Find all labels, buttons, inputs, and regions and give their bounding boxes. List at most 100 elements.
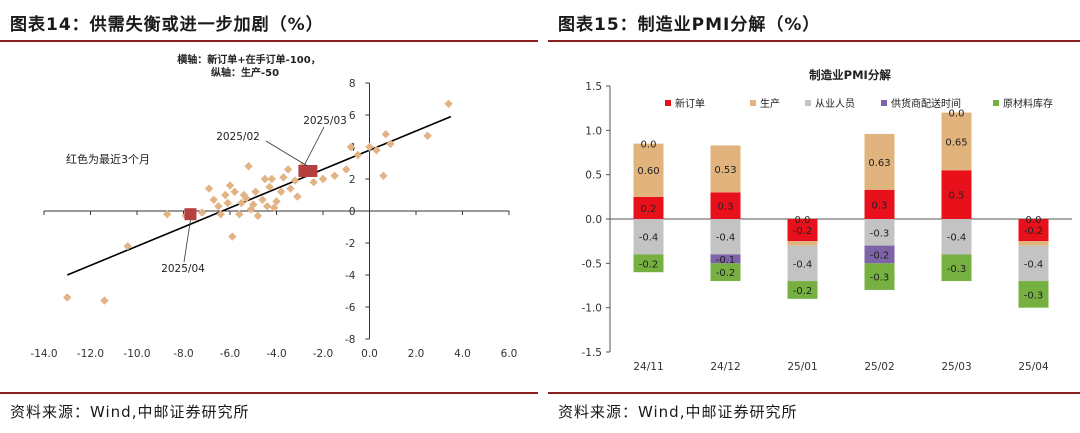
bar-segment [941,254,972,282]
bar-data-label: -0.3 [870,273,890,284]
scatter-point [342,165,351,174]
scatter-point [100,296,109,305]
scatter-point [372,146,381,155]
bar-segment [864,245,895,264]
scatter-point [330,171,339,180]
scatter-point [260,174,270,184]
bar-segment [710,219,741,255]
scatter-point [286,184,295,193]
scatter-point [214,202,223,211]
bar-segment [633,219,664,255]
x-tick-label: -8.0 [173,348,194,360]
legend-label: 从业人员 [815,98,855,110]
bar-segment [710,254,741,264]
x-category-label: 24/12 [710,361,740,373]
bar-segment [1018,281,1049,308]
x-tick-label: -2.0 [313,348,334,360]
bar-data-label: 0.0 [795,215,811,226]
x-tick-label: 4.0 [454,348,471,360]
left-figure-panel: 图表14：供需失衡或进一步加剧（%） -14.0 -12.0 -10.0 -8.0 -6… [0,0,538,433]
scatter-point [318,174,328,184]
y-tick-label: 1.0 [585,125,602,137]
scatter-point [249,200,258,209]
y-tick-label: -0.5 [582,258,603,270]
scatter-point [228,232,237,241]
recent-point [184,208,197,221]
legend-label: 新订单 [675,97,705,110]
bar-segment [787,219,818,242]
bar-segment [941,112,972,171]
scatter-point [251,187,260,196]
scatter-point [225,181,235,190]
legend-swatch [993,100,999,106]
leader-line-2025-03 [304,126,325,166]
scatter-point [163,210,172,219]
bar-data-label: -0.3 [947,264,967,275]
legend-swatch [881,100,887,106]
y-tick-label: 0.0 [585,214,602,226]
scatter-point [365,142,374,152]
left-figure-title: 图表14：供需失衡或进一步加剧（%） [10,15,324,35]
bar-data-label: -0.4 [639,233,659,244]
bar-data-label: -0.3 [870,228,890,239]
bar-data-label: 0.3 [872,200,888,211]
scatter-point [244,162,253,171]
scatter-point [223,198,232,208]
y-tick-label: 0.5 [585,170,602,182]
scatter-point [230,187,239,196]
scatter-point [221,190,230,200]
bar-segment [941,170,972,219]
scatter-point [279,173,288,182]
right-figure-panel: 图表15：制造业PMI分解（%） 制造业PMI分解 1.5 1.0 0.5 0.0 -0.… [548,0,1080,433]
bar-data-label: 0.5 [949,191,965,202]
bar-segment [941,219,972,255]
scatter-point [265,182,274,192]
scatter-point [293,192,302,201]
axis-note-line2: 纵轴：生产-50 [211,66,279,79]
bar-segment [710,263,741,282]
bar-data-label: -0.4 [716,233,736,244]
scatter-point [123,242,132,251]
scatter-point [309,178,318,187]
x-category-label: 25/03 [941,361,971,373]
bar-data-label: -0.4 [947,233,967,244]
bar-segment [710,145,741,193]
bar-segment [633,196,664,219]
right-source-text: 资料来源：Wind,中邮证券研究所 [558,403,798,421]
scatter-point [63,293,72,302]
bar-segment [710,192,741,219]
bar-data-label: -0.3 [1024,290,1044,301]
bar-data-label: -0.1 [716,255,736,266]
recent-point [305,165,318,177]
x-tick-label: -14.0 [30,348,57,360]
recent-points-note: 红色为最近3个月 [66,152,150,166]
bar-data-label: -0.2 [793,286,813,297]
bar-segment [1018,219,1049,242]
scatter-point [237,198,246,208]
scatter-point [235,210,244,219]
axis-note-line1: 横轴：新订单+在手订单-100， [177,53,320,66]
bar-data-label: 0.53 [714,165,736,176]
bar-segment [864,219,895,246]
scatter-point [263,202,272,211]
scatter-point [197,208,207,217]
trend-line [66,115,452,276]
bar-data-label: 0.3 [718,202,734,213]
bar-segment [787,241,818,246]
x-tick-label: -10.0 [123,348,150,360]
bar-data-label: 0.2 [641,204,657,215]
y-tick-label: -6 [345,302,356,314]
bar-segment [633,254,664,273]
leader-line-2025-04 [183,220,191,263]
x-tick-label: -6.0 [220,348,241,360]
x-tick-label: 0.0 [361,348,378,360]
scatter-point [290,176,300,185]
bar-data-label: 0.0 [949,109,965,120]
point-label-2025-02: 2025/02 [216,131,260,143]
x-category-label: 25/04 [1018,361,1049,373]
y-tick-label: 2 [349,174,356,186]
leader-line-2025-02 [265,140,308,167]
bar-data-label: -0.2 [1024,226,1044,237]
bar-data-label: 0.0 [641,140,657,151]
scatter-point [423,131,432,140]
